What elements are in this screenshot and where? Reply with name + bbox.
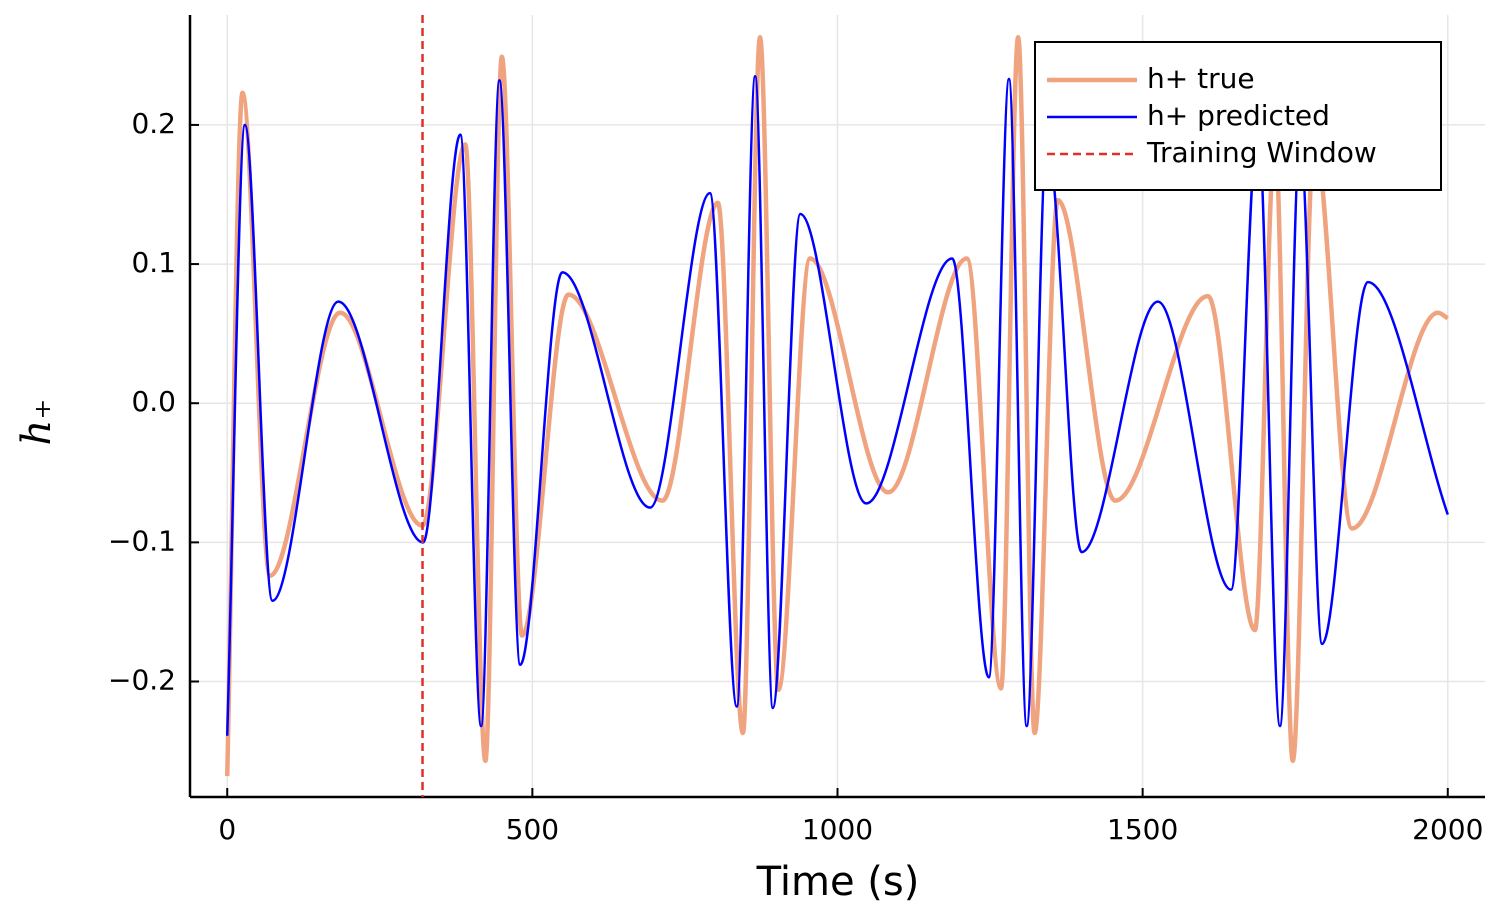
y-tick-label: −0.1 [108, 524, 176, 557]
y-tick-label: 0.0 [131, 385, 176, 418]
x-tick-label: 1000 [802, 813, 873, 846]
x-axis-label: Time (s) [756, 859, 920, 905]
y-tick-label: 0.1 [131, 246, 176, 279]
legend-label: Training Window [1146, 136, 1377, 169]
x-tick-label: 500 [506, 813, 559, 846]
x-tick-label: 1500 [1107, 813, 1178, 846]
x-tick-label: 2000 [1412, 813, 1483, 846]
legend-label: h+ true [1147, 62, 1255, 95]
y-tick-label: 0.2 [131, 107, 176, 140]
legend-label: h+ predicted [1147, 99, 1330, 132]
y-tick-label: −0.2 [108, 664, 176, 697]
x-tick-label: 0 [218, 813, 236, 846]
y-axis-label: h₊ [14, 399, 60, 446]
